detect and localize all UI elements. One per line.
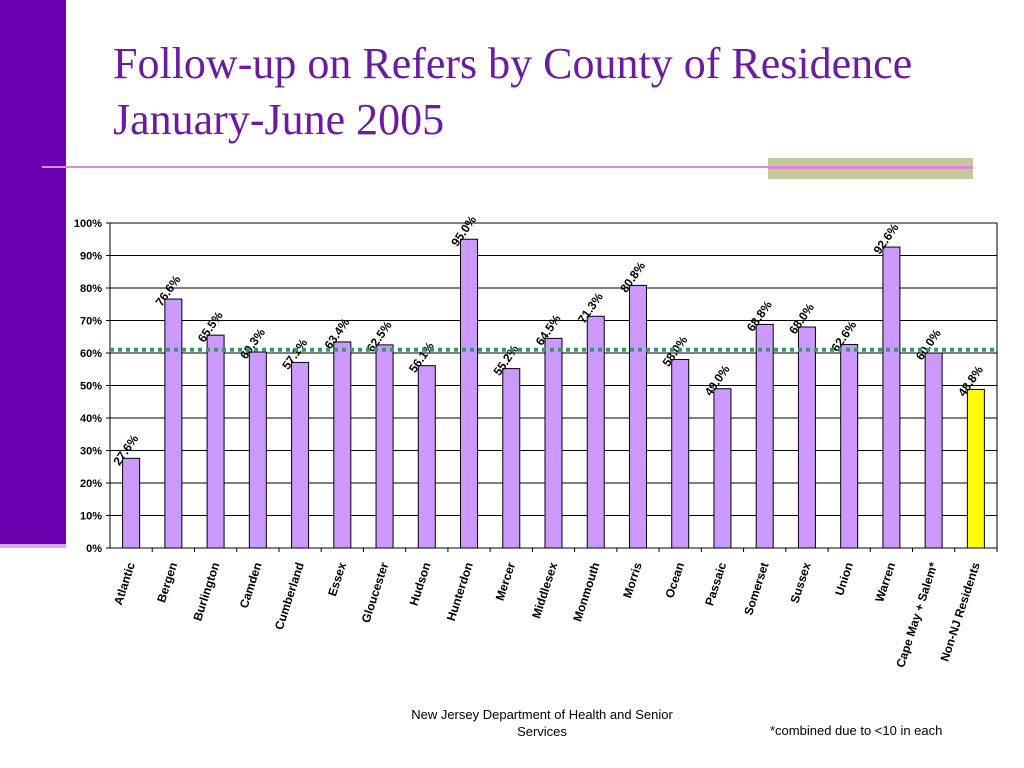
bar bbox=[291, 361, 310, 549]
bar bbox=[375, 344, 394, 549]
y-tick-label: 50% bbox=[80, 381, 102, 393]
bar bbox=[122, 457, 141, 549]
title-divider bbox=[42, 166, 768, 168]
x-tick-label: Union bbox=[832, 561, 856, 598]
footer-organization: New Jersey Department of Health and Seni… bbox=[392, 706, 692, 740]
x-tick-label: Gloucester bbox=[359, 560, 392, 624]
x-tick-label: Middlesex bbox=[529, 560, 560, 620]
divider-accent-line bbox=[768, 166, 973, 169]
bar bbox=[544, 337, 563, 549]
y-tick-label: 10% bbox=[80, 511, 102, 523]
y-tick-label: 100% bbox=[74, 218, 102, 230]
bar bbox=[206, 334, 225, 549]
bar bbox=[671, 359, 690, 549]
slide-title-line-1: Follow-up on Refers by County of Residen… bbox=[113, 39, 913, 88]
x-tick-label: Monmouth bbox=[570, 561, 602, 624]
bar bbox=[966, 388, 985, 549]
bar bbox=[586, 315, 605, 549]
x-tick-label: Sussex bbox=[787, 560, 813, 605]
bar bbox=[417, 365, 436, 549]
slide-title: Follow-up on Refers by County of Residen… bbox=[113, 36, 993, 148]
x-tick-label: Somerset bbox=[741, 561, 771, 617]
y-tick-label: 0% bbox=[86, 543, 102, 555]
x-tick-label: Warren bbox=[872, 561, 898, 604]
x-tick-label: Mercer bbox=[493, 560, 519, 602]
x-tick-label: Cumberland bbox=[272, 561, 307, 632]
y-tick-label: 60% bbox=[80, 348, 102, 360]
bar bbox=[502, 368, 521, 549]
y-tick-label: 20% bbox=[80, 478, 102, 490]
bar bbox=[840, 344, 859, 549]
x-tick-label: Morris bbox=[620, 560, 645, 600]
x-tick-label: Passaic bbox=[702, 560, 729, 607]
sidebar-accent bbox=[0, 0, 66, 544]
footer-line-2: Services bbox=[517, 724, 567, 739]
footer-line-1: New Jersey Department of Health and Seni… bbox=[411, 707, 673, 722]
bar bbox=[924, 352, 943, 549]
x-tick-label: Hunterdon bbox=[444, 561, 476, 623]
bar bbox=[713, 388, 732, 549]
y-tick-label: 40% bbox=[80, 413, 102, 425]
bar bbox=[164, 298, 183, 549]
y-tick-label: 90% bbox=[80, 251, 102, 263]
x-tick-label: Camden bbox=[237, 561, 265, 610]
bar bbox=[248, 351, 267, 549]
y-tick-label: 30% bbox=[80, 446, 102, 458]
slide-title-line-2: January-June 2005 bbox=[113, 95, 445, 144]
bar bbox=[628, 284, 647, 549]
x-tick-label: Ocean bbox=[662, 561, 687, 600]
x-tick-label: Cape May + Salem* bbox=[893, 560, 940, 669]
bar bbox=[882, 246, 901, 549]
x-tick-label: Non-NJ Residents bbox=[937, 560, 982, 663]
x-tick-label: Burlington bbox=[190, 561, 222, 623]
y-tick-label: 70% bbox=[80, 316, 102, 328]
footnote: *combined due to <10 in each bbox=[770, 723, 943, 738]
bar bbox=[460, 238, 479, 549]
bar bbox=[333, 341, 352, 549]
bar bbox=[755, 323, 774, 549]
x-tick-label: Essex bbox=[325, 560, 349, 598]
sidebar-accent-edge bbox=[0, 544, 66, 548]
x-tick-label: Hudson bbox=[407, 561, 434, 608]
bar bbox=[797, 326, 816, 549]
y-tick-label: 80% bbox=[80, 283, 102, 295]
x-tick-label: Bergen bbox=[154, 561, 180, 605]
x-tick-label: Atlantic bbox=[111, 560, 138, 606]
bar-chart: 0%10%20%30%40%50%60%70%80%90%100%27.6%At… bbox=[74, 213, 998, 669]
